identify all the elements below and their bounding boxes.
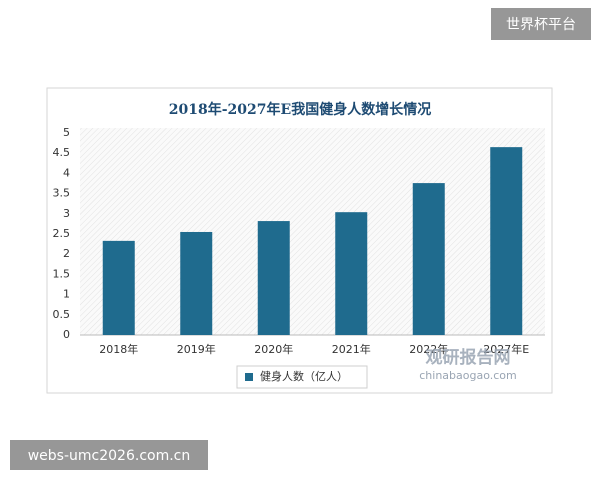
chart-title: 2018年-2027年E我国健身人数增长情况 <box>169 101 431 118</box>
y-tick-label: 1 <box>63 288 70 301</box>
y-tick-label: 3.5 <box>53 187 71 200</box>
watermark-box <box>10 440 208 470</box>
y-tick-label: 0 <box>63 328 70 341</box>
x-tick-label: 2018年 <box>99 342 138 356</box>
watermark-box <box>491 8 591 40</box>
bar <box>490 147 523 335</box>
logo-url: chinabaogao.com <box>419 369 517 382</box>
y-tick-label: 4 <box>63 166 70 179</box>
y-tick-label: 1.5 <box>53 267 71 280</box>
y-tick-label: 4.5 <box>53 146 71 159</box>
watermark-bottom: webs-umc2026.com.cn <box>28 448 191 464</box>
bar <box>180 231 213 335</box>
x-tick-label: 2022年 <box>409 342 448 356</box>
bar <box>412 183 445 335</box>
watermark-top: 世界杯平台 <box>506 17 576 33</box>
x-tick-label: 2019年 <box>177 342 216 356</box>
plot-area <box>80 128 545 335</box>
bar <box>335 212 368 335</box>
logo-name: 观研报告网 <box>425 347 511 368</box>
y-tick-label: 5 <box>63 126 70 139</box>
y-tick-label: 0.5 <box>53 308 71 321</box>
legend-swatch <box>245 373 253 381</box>
y-tick-label: 2.5 <box>53 227 71 240</box>
x-tick-label: 2021年 <box>332 342 371 356</box>
legend-label: 健身人数（亿人） <box>260 369 348 383</box>
bar <box>102 240 135 335</box>
y-tick-label: 2 <box>63 247 70 260</box>
y-tick-label: 3 <box>63 207 70 220</box>
legend <box>236 365 368 389</box>
bar <box>257 221 290 335</box>
x-tick-label: 2020年 <box>254 342 293 356</box>
x-tick-label: 2027年E <box>483 342 529 356</box>
